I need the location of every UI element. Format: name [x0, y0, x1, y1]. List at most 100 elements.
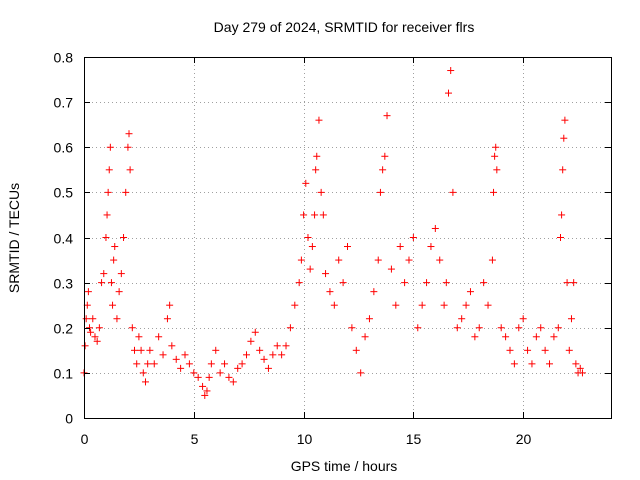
data-point [260, 355, 268, 363]
data-point [524, 346, 532, 354]
data-point [113, 315, 121, 323]
data-point [199, 382, 207, 390]
data-point [166, 301, 174, 309]
data-point [484, 301, 492, 309]
data-point [453, 324, 461, 332]
data-point [207, 360, 215, 368]
data-point [269, 351, 277, 359]
data-point [440, 301, 448, 309]
y-tick-label: 0.2 [54, 321, 74, 337]
y-tick-label: 0 [65, 411, 73, 427]
x-tick-label: 10 [297, 431, 313, 447]
data-point [560, 134, 568, 142]
data-point [273, 342, 281, 350]
data-point [104, 188, 112, 196]
data-point [558, 211, 566, 219]
data-point [311, 211, 319, 219]
data-point [559, 166, 567, 174]
data-point [436, 256, 444, 264]
y-tick-label: 0.7 [54, 95, 74, 111]
data-point [102, 234, 110, 241]
data-point [445, 89, 453, 97]
x-tick-label: 15 [406, 431, 422, 447]
data-point [475, 324, 483, 332]
data-point [155, 333, 163, 341]
y-tick-labels: 0 0.1 0.2 0.3 0.4 0.5 0.6 0.7 0.8 [54, 50, 74, 427]
data-point [81, 342, 89, 350]
data-point [352, 346, 360, 354]
y-tick-label: 0.3 [54, 276, 74, 292]
data-point [278, 351, 286, 359]
data-point [466, 288, 474, 296]
data-point [458, 315, 466, 323]
data-point [139, 369, 147, 377]
data-point [295, 279, 303, 287]
data-point [561, 116, 569, 124]
data-point [348, 324, 356, 332]
data-point [396, 243, 404, 251]
data-point [383, 112, 391, 120]
data-point [201, 391, 209, 399]
data-point [423, 279, 431, 287]
data-point [300, 211, 308, 219]
data-point [122, 188, 130, 196]
data-point [251, 328, 259, 336]
data-point [418, 301, 426, 309]
data-point [322, 270, 330, 278]
data-point [493, 166, 501, 174]
data-point [144, 360, 152, 368]
data-point [89, 315, 97, 323]
data-point [576, 364, 584, 372]
data-point [563, 279, 571, 287]
data-point [490, 188, 498, 196]
data-point [190, 369, 198, 377]
data-point [570, 279, 578, 287]
data-point [401, 279, 409, 287]
data-point [146, 346, 154, 354]
data-point [374, 256, 382, 264]
x-tick-label: 5 [191, 431, 199, 447]
data-point [103, 211, 111, 219]
data-points [80, 67, 586, 399]
data-point [427, 243, 435, 251]
data-point [225, 373, 233, 381]
data-point [264, 364, 272, 372]
y-tick-label: 0.4 [54, 231, 74, 247]
data-point [110, 256, 118, 264]
data-point [221, 360, 229, 368]
data-point [510, 360, 518, 368]
data-point [87, 328, 95, 336]
data-point [317, 188, 325, 196]
data-point [181, 351, 189, 359]
data-point [185, 360, 193, 368]
data-point [85, 324, 93, 332]
y-axis-label: SRMTID / TECUs [6, 183, 22, 293]
data-point [409, 234, 417, 241]
data-point [131, 346, 139, 354]
data-point [91, 333, 99, 341]
y-tick-label: 0.8 [54, 50, 74, 66]
x-axis-label: GPS time / hours [291, 458, 398, 474]
data-point [379, 166, 387, 174]
data-point [242, 351, 250, 359]
data-point [370, 288, 378, 296]
data-point [163, 315, 171, 323]
data-point [109, 301, 117, 309]
data-point [330, 301, 338, 309]
data-point [392, 301, 400, 309]
y-tick-label: 0.6 [54, 140, 74, 156]
chart-title: Day 279 of 2024, SRMTID for receiver flr… [214, 19, 475, 35]
data-point [111, 243, 119, 251]
data-point [488, 256, 496, 264]
axis-ticks [84, 57, 611, 419]
data-point [84, 288, 92, 296]
x-tick-label: 20 [516, 431, 532, 447]
data-point [528, 360, 536, 368]
data-point [491, 152, 499, 160]
data-point [302, 179, 310, 187]
data-point [506, 346, 514, 354]
data-point [95, 324, 103, 332]
data-point [308, 243, 316, 251]
data-point [238, 360, 246, 368]
